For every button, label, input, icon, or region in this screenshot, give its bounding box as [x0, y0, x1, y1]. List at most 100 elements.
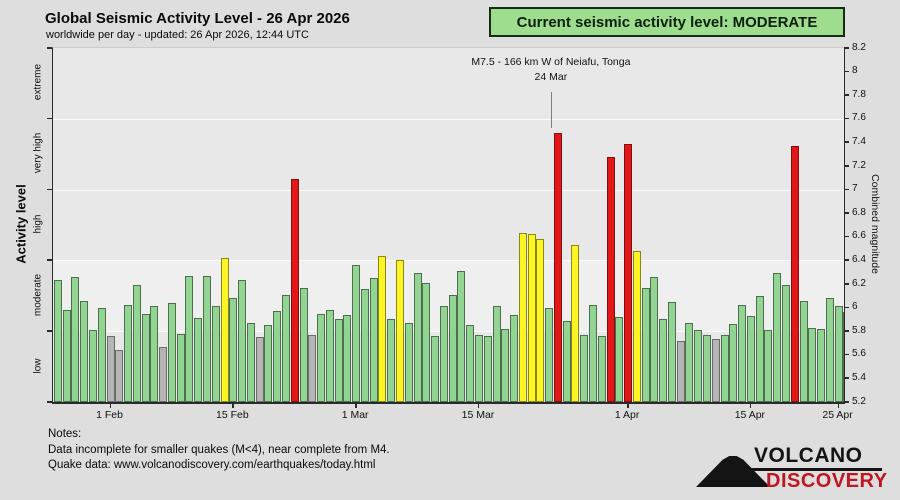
- right-axis-tick: [844, 70, 849, 73]
- activity-bar: [80, 300, 89, 402]
- activity-bar: [632, 250, 641, 402]
- activity-bar: [553, 132, 562, 402]
- activity-bar: [781, 285, 790, 402]
- activity-bar: [457, 271, 466, 402]
- activity-bar: [580, 334, 589, 402]
- right-axis-tick: [844, 188, 849, 191]
- quake-annotation-line2: 24 Mar: [534, 71, 568, 83]
- right-axis-tick-label: 6.4: [852, 253, 866, 265]
- activity-bar: [203, 275, 212, 402]
- activity-bar: [167, 302, 176, 402]
- activity-band-label: low: [32, 358, 44, 374]
- notes-text: Data incomplete for smaller quakes (M<4)…: [48, 443, 390, 456]
- activity-band-label: high: [32, 214, 44, 234]
- activity-band-label: very high: [32, 132, 44, 174]
- right-axis-tick-label: 5.6: [852, 348, 866, 360]
- activity-bar: [606, 156, 615, 402]
- volcanodiscovery-logo: VOLCANO DISCOVERY: [694, 444, 890, 492]
- logo-word-discovery: DISCOVERY: [766, 470, 888, 492]
- right-axis-tick: [844, 212, 849, 214]
- quake-annotation-pointer: [550, 92, 552, 128]
- activity-bar: [413, 273, 422, 402]
- activity-bar: [369, 278, 378, 402]
- left-axis-tick: [47, 47, 52, 49]
- x-axis-tick-label: 25 Apr: [822, 409, 853, 421]
- notes-block: Notes: Data incomplete for smaller quake…: [48, 427, 390, 474]
- activity-bar: [545, 307, 554, 402]
- activity-bar: [246, 322, 255, 402]
- right-axis-tick-label: 5.8: [852, 324, 866, 336]
- left-axis-tick: [47, 259, 52, 261]
- activity-bar: [238, 280, 247, 402]
- activity-bar: [492, 306, 501, 402]
- activity-bar: [808, 327, 817, 402]
- activity-bar: [571, 245, 580, 402]
- activity-bar: [97, 307, 106, 402]
- left-axis-tick: [47, 117, 52, 120]
- activity-bar: [150, 306, 159, 402]
- activity-bar: [290, 178, 299, 402]
- logo-word-volcano: VOLCANO: [754, 444, 863, 467]
- activity-bar: [317, 313, 326, 402]
- y-axis-title-left: Activity level: [13, 184, 29, 264]
- activity-bar: [738, 305, 747, 402]
- activity-bar: [720, 334, 729, 402]
- right-axis-tick: [844, 235, 849, 238]
- activity-bar: [273, 311, 282, 402]
- right-axis-tick: [844, 306, 849, 309]
- activity-bar: [685, 322, 694, 402]
- right-axis-tick: [844, 117, 849, 120]
- right-axis-tick-label: 7.6: [852, 112, 866, 124]
- left-axis-tick: [47, 401, 52, 403]
- activity-bar: [466, 325, 475, 402]
- right-axis-tick: [844, 47, 849, 49]
- activity-bar: [194, 318, 203, 402]
- activity-bar: [352, 265, 361, 402]
- activity-bar: [396, 260, 404, 402]
- x-axis-tick: [837, 403, 840, 408]
- right-axis-tick-label: 5.4: [852, 371, 866, 383]
- activity-bar: [518, 233, 527, 402]
- activity-bar: [132, 285, 141, 402]
- right-axis-tick: [844, 94, 849, 96]
- activity-bar: [588, 305, 597, 402]
- activity-bar: [825, 298, 834, 402]
- right-axis-tick-label: 6.8: [852, 206, 866, 218]
- activity-bar: [422, 282, 431, 402]
- activity-bar: [53, 280, 62, 402]
- activity-bar: [703, 334, 712, 402]
- activity-bar: [562, 320, 571, 402]
- left-axis-tick: [47, 188, 52, 191]
- right-axis-tick-label: 7.8: [852, 88, 866, 100]
- plot-area: [52, 47, 845, 404]
- activity-bar: [527, 234, 536, 402]
- right-axis-tick-label: 5.2: [852, 395, 866, 407]
- x-axis-tick-label: 1 Mar: [341, 409, 369, 421]
- quake-annotation-line1: M7.5 - 166 km W of Neiafu, Tonga: [471, 56, 631, 68]
- y-axis-title-right: Combined magnitude: [869, 174, 881, 274]
- x-axis-tick: [627, 403, 629, 408]
- activity-bar: [641, 287, 650, 402]
- activity-bar: [387, 319, 396, 402]
- x-axis-tick: [749, 403, 752, 408]
- right-axis-tick: [844, 377, 849, 379]
- activity-bar: [360, 288, 369, 402]
- right-axis-tick-label: 7.2: [852, 159, 866, 171]
- activity-bar: [343, 314, 352, 402]
- activity-bar: [676, 340, 685, 402]
- activity-bar: [799, 300, 808, 402]
- activity-bar: [773, 273, 782, 402]
- activity-bar: [159, 346, 168, 402]
- activity-bar: [255, 337, 264, 402]
- notes-heading: Notes:: [48, 428, 82, 440]
- logo-underline: [736, 468, 882, 471]
- left-axis-tick: [47, 330, 52, 332]
- activity-bar: [624, 143, 633, 402]
- activity-bar: [834, 306, 843, 402]
- quake-annotation: M7.5 - 166 km W of Neiafu, Tonga 24 Mar: [471, 55, 630, 85]
- activity-bar: [115, 350, 124, 402]
- right-axis-tick: [844, 259, 849, 261]
- activity-bar: [124, 305, 133, 402]
- activity-bar: [755, 295, 764, 402]
- activity-bar: [790, 145, 799, 402]
